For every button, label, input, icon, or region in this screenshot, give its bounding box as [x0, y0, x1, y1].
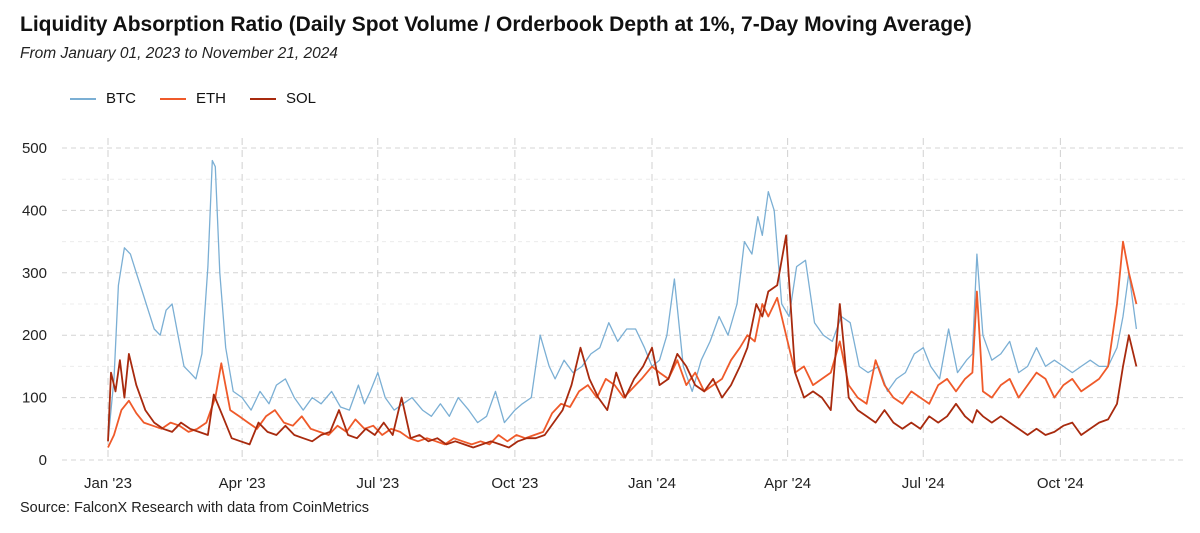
legend-label-eth: ETH: [196, 90, 226, 107]
y-tick-label: 500: [22, 140, 47, 157]
y-tick-label: 400: [22, 202, 47, 219]
y-tick-label: 200: [22, 327, 47, 344]
legend-label-sol: SOL: [286, 90, 317, 107]
x-tick-label: Jul '23: [356, 475, 399, 492]
y-tick-label: 100: [22, 390, 47, 407]
x-tick-label: Jan '23: [84, 475, 132, 492]
legend-swatch-btc: [70, 97, 96, 100]
chart-title: Liquidity Absorption Ratio (Daily Spot V…: [20, 13, 972, 36]
x-tick-label: Jan '24: [628, 475, 676, 492]
legend-swatch-eth: [160, 97, 186, 100]
grid: [62, 138, 1185, 462]
y-tick-label: 300: [22, 265, 47, 282]
legend: BTC ETH SOL: [70, 90, 340, 107]
legend-item-sol[interactable]: SOL: [250, 90, 316, 107]
y-tick-label: 0: [39, 452, 47, 469]
x-tick-label: Oct '24: [1037, 475, 1084, 492]
x-tick-label: Oct '23: [491, 475, 538, 492]
legend-label-btc: BTC: [106, 90, 136, 107]
legend-swatch-sol: [250, 97, 276, 100]
source-note: Source: FalconX Research with data from …: [20, 500, 369, 516]
series-line-sol[interactable]: [107, 234, 1138, 449]
legend-item-eth[interactable]: ETH: [160, 90, 226, 107]
x-tick-label: Jul '24: [902, 475, 945, 492]
legend-item-btc[interactable]: BTC: [70, 90, 136, 107]
series-lines: [107, 159, 1138, 449]
x-tick-label: Apr '23: [219, 475, 266, 492]
chart-subtitle: From January 01, 2023 to November 21, 20…: [20, 45, 338, 62]
x-tick-label: Apr '24: [764, 475, 811, 492]
series-line-btc[interactable]: [107, 159, 1138, 442]
axis-labels: 0 100 200 300 400 500 Jan '23 Apr '23 Jul '23 Oct…: [22, 140, 1084, 492]
